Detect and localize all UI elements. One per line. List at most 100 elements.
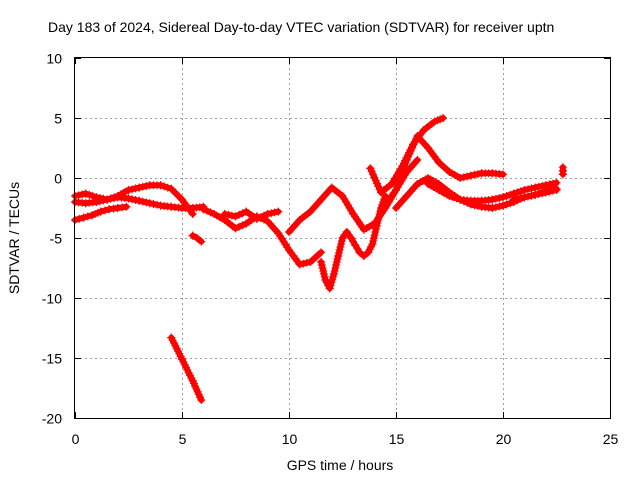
data-point <box>419 126 428 134</box>
data-point <box>338 192 347 200</box>
data-marker <box>524 185 532 194</box>
data-marker <box>538 188 547 197</box>
data-point <box>193 234 201 242</box>
data-marker <box>256 213 265 222</box>
data-point <box>488 195 497 204</box>
data-marker <box>227 211 236 220</box>
data-point <box>113 193 122 202</box>
data-point <box>499 193 507 202</box>
data-marker <box>110 194 119 202</box>
data-marker <box>524 192 532 201</box>
x-tick-label: 25 <box>603 431 619 447</box>
data-marker <box>260 211 268 220</box>
data-point <box>327 183 336 192</box>
data-point <box>366 164 375 173</box>
data-marker <box>83 212 92 221</box>
data-point <box>197 237 206 246</box>
data-marker <box>131 184 140 193</box>
data-marker <box>96 197 104 206</box>
data-point <box>430 117 439 126</box>
data-marker <box>238 221 247 230</box>
data-marker <box>224 210 233 219</box>
x-axis-label: GPS time / hours <box>287 457 394 473</box>
data-point <box>135 196 144 205</box>
data-point <box>252 214 261 223</box>
data-point <box>349 210 358 218</box>
data-point <box>242 207 251 216</box>
data-point <box>520 186 529 194</box>
data-point <box>364 248 373 257</box>
data-point <box>81 189 90 198</box>
data-marker <box>527 184 536 193</box>
data-marker <box>545 186 554 195</box>
data-point <box>145 181 154 190</box>
data-point <box>351 241 360 250</box>
data-point <box>295 216 304 224</box>
data-point <box>445 192 454 200</box>
data-point <box>477 196 486 205</box>
data-marker <box>534 189 543 198</box>
data-marker <box>75 214 84 223</box>
data-point <box>488 169 497 178</box>
data-point <box>402 192 411 200</box>
x-tick-label: 20 <box>496 431 512 447</box>
data-point <box>368 240 377 248</box>
data-point <box>520 193 529 202</box>
data-point <box>295 260 304 269</box>
data-point <box>439 114 448 122</box>
data-point <box>359 225 368 234</box>
data-point <box>263 210 272 218</box>
data-point <box>210 210 219 218</box>
data-point <box>317 248 326 257</box>
data-point <box>466 196 475 205</box>
data-point <box>145 199 154 208</box>
data-point <box>124 194 133 203</box>
data-point <box>81 199 90 208</box>
data-point <box>167 184 176 193</box>
data-marker <box>302 258 311 267</box>
y-tick-label: -10 <box>42 291 62 307</box>
data-point <box>263 217 272 226</box>
data-point <box>167 333 176 342</box>
data-point <box>499 201 507 210</box>
x-tick-label: 0 <box>72 431 80 447</box>
data-marker <box>160 182 169 191</box>
data-marker <box>449 193 458 202</box>
data-point <box>413 132 422 140</box>
data-point <box>434 186 443 194</box>
data-marker <box>235 222 244 231</box>
data-point <box>92 198 101 206</box>
data-point <box>122 202 131 211</box>
data-marker <box>235 210 244 219</box>
data-point <box>456 195 465 204</box>
data-point <box>334 252 343 260</box>
data-marker <box>74 191 83 200</box>
data-point <box>79 213 88 222</box>
data-point <box>88 211 97 220</box>
data-point <box>402 156 411 164</box>
data-marker <box>491 203 500 212</box>
series-track-i <box>381 132 507 209</box>
data-point <box>113 204 122 212</box>
data-series <box>71 114 567 404</box>
data-point <box>199 205 208 214</box>
data-point <box>531 183 540 192</box>
data-point <box>499 170 507 179</box>
data-point <box>188 376 197 385</box>
data-point <box>105 205 114 214</box>
data-marker <box>502 200 511 209</box>
data-point <box>167 202 176 211</box>
x-tick-label: 10 <box>282 431 298 447</box>
data-marker <box>506 190 515 199</box>
data-point <box>338 234 347 242</box>
data-marker <box>128 185 137 194</box>
series-track-b <box>71 193 208 212</box>
data-point <box>466 171 475 180</box>
y-tick-label: 5 <box>54 111 62 127</box>
data-point <box>285 228 293 236</box>
data-point <box>274 207 283 216</box>
data-point <box>541 187 550 196</box>
data-marker <box>299 259 308 268</box>
